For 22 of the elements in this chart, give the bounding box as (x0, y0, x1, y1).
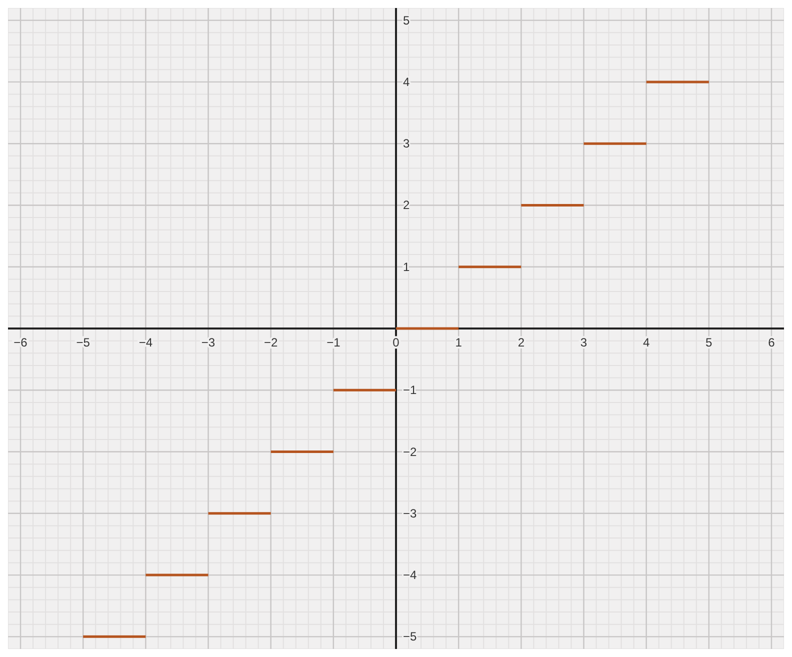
x-tick-label: 5 (706, 336, 713, 350)
x-tick-label: −1 (326, 336, 341, 350)
x-tick-label: −2 (264, 336, 278, 350)
y-tick-label: −2 (403, 444, 418, 459)
y-tick-label: −5 (403, 630, 418, 644)
x-tick-label: −6 (14, 336, 28, 350)
y-tick-label: 4 (403, 74, 410, 89)
y-tick-label: −3 (403, 506, 418, 520)
y-tick-label: 5 (403, 13, 410, 28)
y-tick-label: −1 (403, 383, 418, 398)
x-tick-label: 1 (455, 336, 462, 350)
x-tick-label: 3 (580, 336, 588, 350)
y-tick-label: 3 (403, 136, 410, 151)
x-tick-label: −3 (201, 336, 216, 350)
x-tick-label: 6 (768, 336, 776, 350)
y-tick-label: 2 (403, 198, 410, 212)
x-tick-label: −4 (138, 336, 153, 350)
x-tick-label: −5 (76, 336, 90, 350)
y-tick-label: −4 (403, 568, 418, 582)
x-tick-label: 4 (642, 336, 650, 350)
y-tick-label: 1 (403, 260, 410, 274)
x-tick-label: 2 (518, 336, 525, 350)
